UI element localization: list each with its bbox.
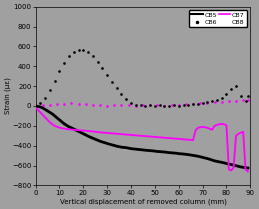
Legend: CB5, CB6, CB7, CB8: CB5, CB6, CB7, CB8 (189, 10, 247, 27)
X-axis label: Vertical displacement of removed column (mm): Vertical displacement of removed column … (60, 198, 226, 205)
Y-axis label: Strain (με): Strain (με) (4, 78, 11, 115)
